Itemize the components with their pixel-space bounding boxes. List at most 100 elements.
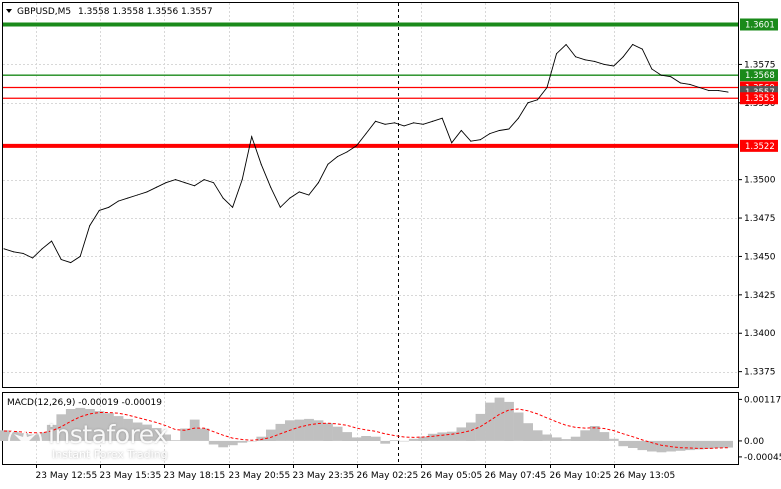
collapse-triangle-icon[interactable] (6, 9, 12, 13)
price-point (232, 206, 234, 208)
price-point (470, 140, 472, 142)
macd-bar (704, 440, 714, 449)
macd-bar (551, 437, 562, 441)
price-point (441, 117, 443, 119)
price-point (613, 65, 615, 67)
macd-bar (504, 401, 514, 441)
macd-bar (170, 440, 181, 441)
x-tick-label-3: 23 May 20:55 (229, 471, 291, 481)
macd-bar (189, 419, 200, 441)
x-tick-label-7: 26 May 07:45 (485, 471, 547, 481)
macd-bar (256, 436, 267, 441)
price-point (70, 262, 72, 264)
macd-bar (199, 428, 210, 441)
price-point (184, 182, 186, 184)
macd-bar (475, 413, 486, 441)
price-point (194, 185, 195, 187)
macd-bar (75, 407, 86, 441)
price-point (213, 182, 215, 184)
price-point (508, 128, 510, 130)
macd-bar (56, 414, 67, 441)
macd-bar (104, 413, 114, 441)
x-tick-label-1: 23 May 15:35 (100, 471, 162, 481)
price-point (317, 182, 319, 184)
level-lines (3, 22, 738, 148)
macd-bar (647, 440, 657, 452)
price-point (175, 179, 176, 181)
price-point (498, 130, 500, 131)
x-tick-label-5: 26 May 02:25 (357, 471, 419, 481)
level-tag-label-1: 1.3568 (745, 71, 775, 81)
macd-bar (342, 432, 352, 441)
y-tick-label-0: 1.3375 (744, 368, 776, 378)
price-point (384, 123, 386, 125)
macd-bar (361, 436, 371, 441)
y-tick-label-4: 1.3475 (744, 214, 776, 224)
price-point (32, 257, 34, 259)
macd-signal-line (3, 408, 729, 449)
price-point (594, 60, 596, 62)
macd-tick-label-2: -0.00045 (744, 453, 781, 463)
price-point (727, 91, 729, 93)
price-point (460, 130, 462, 131)
price-point (241, 179, 243, 181)
price-point (98, 209, 100, 211)
macd-bar (561, 439, 572, 441)
price-point (632, 44, 634, 45)
macd-bar (685, 440, 695, 451)
price-point (641, 48, 643, 50)
macd-bar (37, 432, 48, 441)
x-tick-label-2: 23 May 18:15 (164, 471, 226, 481)
price-point (689, 83, 691, 85)
price-grid (3, 3, 738, 387)
macd-bar (18, 433, 29, 441)
macd-bar (523, 423, 533, 441)
time-axis[interactable]: 23 May 12:55 23 May 15:35 23 May 18:15 23 M… (36, 464, 676, 481)
price-point (165, 182, 167, 184)
price-point (203, 179, 205, 181)
x-tick-label-9: 26 May 13:05 (614, 471, 676, 481)
price-series (3, 43, 729, 264)
price-point (251, 136, 253, 138)
x-tick-label-8: 26 May 10:25 (550, 471, 612, 481)
price-point (60, 259, 62, 260)
macd-bar (447, 431, 457, 441)
macd-signal (3, 408, 729, 449)
macd-bar (456, 427, 467, 441)
symbol-label: GBPUSD,M5 (17, 7, 71, 17)
macd-bar (370, 436, 381, 441)
price-point (136, 194, 138, 196)
macd-bar (723, 440, 733, 448)
macd-bar (132, 422, 143, 441)
level-tag-label-4: 1.3553 (745, 94, 775, 104)
price-axis[interactable]: 1.3375 1.3400 1.3425 1.3450 1.3475 1.3500 1.35… (738, 18, 778, 378)
price-point (651, 68, 653, 70)
macd-bar (589, 426, 600, 441)
macd-bar (304, 418, 314, 441)
macd-bar (0, 430, 10, 441)
price-point (146, 191, 148, 193)
price-point (575, 56, 577, 58)
price-point (279, 206, 281, 208)
ohlc-values: 1.3558 1.3558 1.3556 1.3557 (78, 7, 213, 17)
level-tag-label-5: 1.3522 (745, 142, 775, 152)
macd-bar (532, 430, 543, 441)
price-point (327, 163, 329, 165)
price-point (375, 120, 376, 122)
price-point (3, 248, 5, 250)
y-tick-label-5: 1.3500 (744, 176, 776, 186)
macd-axis[interactable]: 0.00117 0.00 -0.00045 (738, 395, 781, 463)
price-point (13, 251, 14, 253)
price-point (603, 63, 605, 65)
price-point (394, 122, 396, 124)
price-point (422, 123, 424, 125)
price-point (117, 200, 119, 202)
y-tick-label-7: 1.3575 (744, 60, 776, 70)
macd-bar (275, 423, 286, 441)
price-point (527, 102, 529, 104)
price-point (51, 240, 53, 242)
macd-bar (161, 434, 171, 441)
macd-bar (656, 440, 667, 453)
price-point (308, 194, 310, 196)
